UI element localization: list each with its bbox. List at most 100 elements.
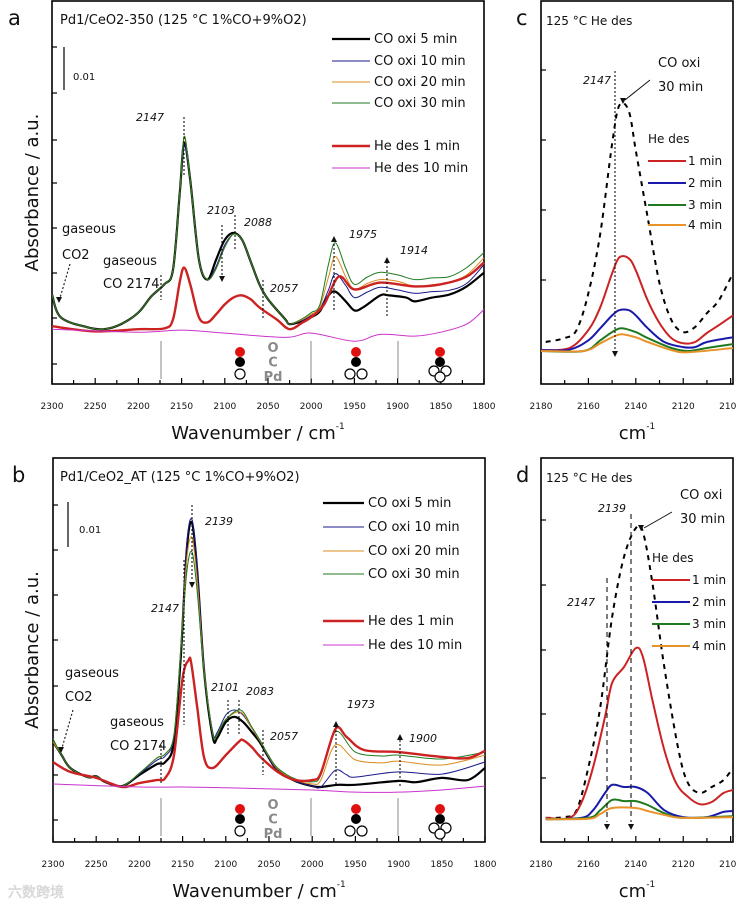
legend-label: 2 min — [692, 595, 726, 609]
legend-item: 4 min — [652, 639, 726, 653]
bridge-co-site-icon — [344, 347, 368, 380]
legend-item: 2 min — [648, 176, 722, 190]
x-tick-label: 2160 — [577, 402, 600, 412]
peak-label: 2057 — [270, 730, 298, 743]
arrow-down-icon — [612, 351, 618, 357]
gaseous-co2-label: gaseous — [65, 666, 119, 681]
arrow-down-icon — [628, 824, 634, 830]
x-tick-label: 2160 — [577, 860, 600, 870]
peak-label: 2088 — [244, 216, 272, 229]
y-axis-label: Absorbance / a.u. — [22, 114, 43, 272]
scale-bar-label: 0.01 — [73, 72, 95, 83]
x-axis-label-sup: -1 — [336, 422, 345, 432]
linear-co-site-icon — [234, 347, 246, 380]
legend-label: CO oxi 30 min — [374, 96, 466, 111]
panel-letter: a — [8, 6, 21, 30]
x-tick-label: 2140 — [624, 402, 647, 412]
x-tick-label: 2050 — [257, 402, 280, 412]
site-label-c: C — [268, 813, 278, 828]
x-tick-label: 1800 — [474, 860, 497, 870]
x-tick-label: 1850 — [430, 860, 453, 870]
x-axis-label-text: Wavenumber / cm — [171, 423, 336, 444]
peak-label: 2103 — [207, 204, 235, 217]
gaseous-co-label: gaseous — [110, 715, 164, 730]
carbon-atom-icon — [351, 357, 361, 367]
series-line-co-oxi-30-min — [545, 524, 734, 819]
series-line-3-min — [540, 327, 734, 353]
arrow-up-icon — [333, 721, 339, 727]
legend-item: CO oxi 20 min — [323, 544, 460, 559]
legend-item: CO oxi 30 min — [323, 567, 460, 582]
x-axis-label-text: Wavenumber / cm — [172, 881, 337, 902]
x-tick-label: 1900 — [386, 402, 409, 412]
legend-item: 1 min — [652, 573, 726, 587]
legend-label: 3 min — [692, 617, 726, 631]
pd-atom-icon — [356, 825, 368, 837]
x-tick-label: 2180 — [530, 860, 553, 870]
co2-arrow — [59, 263, 71, 299]
pd-atom-icon — [434, 371, 446, 383]
x-tick-label: 2300 — [41, 402, 64, 412]
legend-label: 2 min — [688, 176, 722, 190]
peak-label: 2147 — [583, 74, 611, 87]
linear-co-site-icon — [234, 804, 246, 837]
series-line-he-des-10-min — [52, 783, 486, 793]
x-tick-label: 2180 — [530, 402, 553, 412]
series-line-co-oxi-30-min — [51, 135, 485, 330]
legend-item: CO oxi 20 min — [332, 75, 466, 90]
legend-item: 1 min — [648, 154, 722, 168]
carbon-atom-icon — [235, 357, 245, 367]
series-line-1-min — [545, 646, 734, 820]
x-tick-label: 1950 — [344, 860, 367, 870]
series-line-he-des-1-min — [51, 261, 485, 333]
peak-label: 1914 — [400, 244, 428, 257]
plot-frame — [540, 0, 734, 385]
peak-label: 2101 — [211, 681, 239, 694]
oxygen-atom-icon — [235, 804, 245, 814]
co-oxi-time-label: 30 min — [658, 80, 703, 95]
arrow-down-icon — [604, 824, 610, 830]
co-oxi-label: CO oxi — [658, 56, 700, 71]
legend-label: 1 min — [688, 154, 722, 168]
hollow-co-site-icon — [428, 347, 452, 383]
legend-title: He des — [652, 551, 693, 565]
pointer-line — [624, 79, 651, 101]
hollow-co-site-icon — [428, 804, 452, 840]
oxygen-atom-icon — [351, 804, 361, 814]
legend-label: CO oxi 10 min — [368, 520, 460, 535]
arrow-up-icon — [331, 236, 337, 242]
peak-label: 2147 — [567, 596, 595, 609]
peak-label: 2147 — [136, 111, 164, 124]
x-tick-label: 2100 — [214, 860, 237, 870]
panel-title: Pd1/CeO2_AT (125 °C 1%CO+9%O2) — [60, 470, 300, 485]
legend-item: 4 min — [648, 218, 722, 232]
panel-a: 2300 2250 2200 2150 2100 2050 2000 1950 1900 1850… — [8, 0, 496, 444]
carbon-atom-icon — [435, 357, 445, 367]
arrow-icon — [620, 98, 626, 104]
legend-label: CO oxi 5 min — [374, 32, 457, 47]
peak-label: 1973 — [347, 698, 375, 711]
x-tick-label: 2250 — [85, 860, 108, 870]
gaseous-co2-formula: CO2 — [62, 248, 90, 263]
x-axis-label-text: cm — [619, 881, 646, 902]
legend-label: CO oxi 5 min — [368, 496, 451, 511]
legend-item: 3 min — [648, 198, 722, 212]
arrow-icon — [638, 525, 644, 531]
x-axis-label-sup: -1 — [337, 880, 346, 890]
legend-item: CO oxi 10 min — [323, 520, 460, 535]
x-tick-label: 1850 — [429, 402, 452, 412]
legend-item: CO oxi 10 min — [332, 54, 466, 69]
x-axis-label: cm-1 — [619, 880, 655, 902]
x-axis-label: Wavenumber / cm-1 — [172, 880, 346, 902]
co-oxi-label: CO oxi — [680, 488, 722, 503]
legend-item: CO oxi 5 min — [323, 496, 451, 511]
legend-label: 4 min — [692, 639, 726, 653]
pd-atom-icon — [344, 368, 356, 380]
x-axis-label-sup: -1 — [646, 422, 655, 432]
x-tick-label: 2120 — [672, 402, 695, 412]
legend-label: CO oxi 30 min — [368, 567, 460, 582]
panel-d: 2180 2160 2140 2120 2100 d 125 °C He des cm-1 He… — [516, 457, 736, 902]
site-label-c: C — [268, 356, 278, 371]
watermark: 六数跨境 — [8, 884, 64, 901]
arrow-down-icon — [56, 297, 62, 303]
